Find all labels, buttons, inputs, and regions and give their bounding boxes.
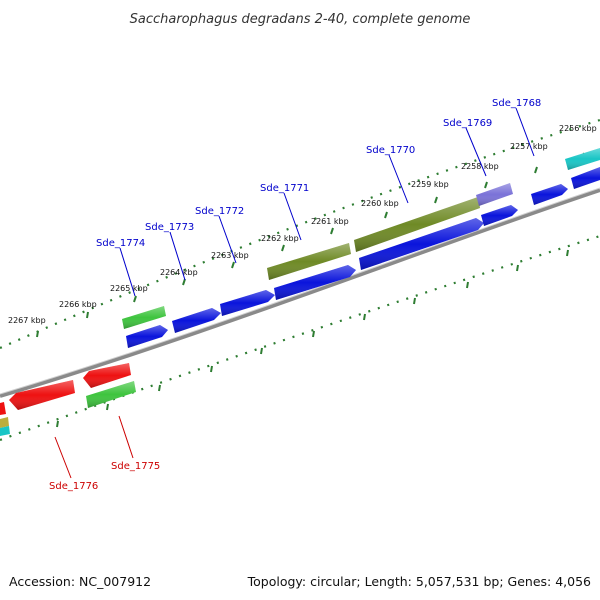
genome-backbone [0, 188, 600, 398]
gene-feature[interactable] [0, 402, 6, 415]
inner-major-ticks [56, 249, 569, 428]
gene-label[interactable]: Sde_1768 [492, 98, 541, 109]
accession-text: Accession: NC_007912 [9, 574, 151, 589]
forward-inner-genes [126, 167, 600, 348]
gene-feature[interactable] [0, 417, 9, 428]
gene-label[interactable]: Sde_1776 [49, 481, 98, 492]
kbp-label: 2259 kbp [411, 180, 449, 189]
reverse-label-leaders [54, 415, 134, 479]
forward-outer-genes [122, 148, 600, 329]
reverse-gene-labels: Sde_1775 Sde_1776 [49, 461, 160, 492]
gene-label[interactable]: Sde_1771 [260, 183, 309, 194]
kbp-label: 2260 kbp [361, 199, 399, 208]
forward-label-leaders [119, 107, 535, 297]
gene-label[interactable]: Sde_1774 [96, 238, 145, 249]
kbp-label: 2257 kbp [510, 142, 548, 151]
gene-label[interactable]: Sde_1770 [366, 145, 415, 156]
kbp-label: 2261 kbp [311, 217, 349, 226]
genome-summary-text: Topology: circular; Length: 5,057,531 bp… [247, 574, 591, 589]
reverse-genes [0, 363, 136, 436]
kbp-tick-labels: 2256 kbp 2257 kbp 2258 kbp 2259 kbp 2260… [8, 124, 597, 325]
gene-feature[interactable] [0, 426, 10, 436]
kbp-label: 2265 kbp [110, 284, 148, 293]
kbp-label: 2263 kbp [211, 251, 249, 260]
kbp-label: 2264 kbp [160, 268, 198, 277]
gene-label[interactable]: Sde_1775 [111, 461, 160, 472]
kbp-label: 2262 kbp [261, 234, 299, 243]
kbp-label: 2266 kbp [59, 300, 97, 309]
outer-tick-ring [0, 118, 600, 350]
forward-gene-labels: Sde_1768 Sde_1769 Sde_1770 Sde_1771 Sde_… [96, 98, 541, 249]
kbp-label: 2258 kbp [461, 162, 499, 171]
kbp-label: 2267 kbp [8, 316, 46, 325]
map-title: Saccharophagus degradans 2-40, complete … [130, 12, 471, 27]
kbp-label: 2256 kbp [559, 124, 597, 133]
gene-label[interactable]: Sde_1773 [145, 222, 194, 233]
gene-label[interactable]: Sde_1772 [195, 206, 244, 217]
gene-label[interactable]: Sde_1769 [443, 118, 492, 129]
